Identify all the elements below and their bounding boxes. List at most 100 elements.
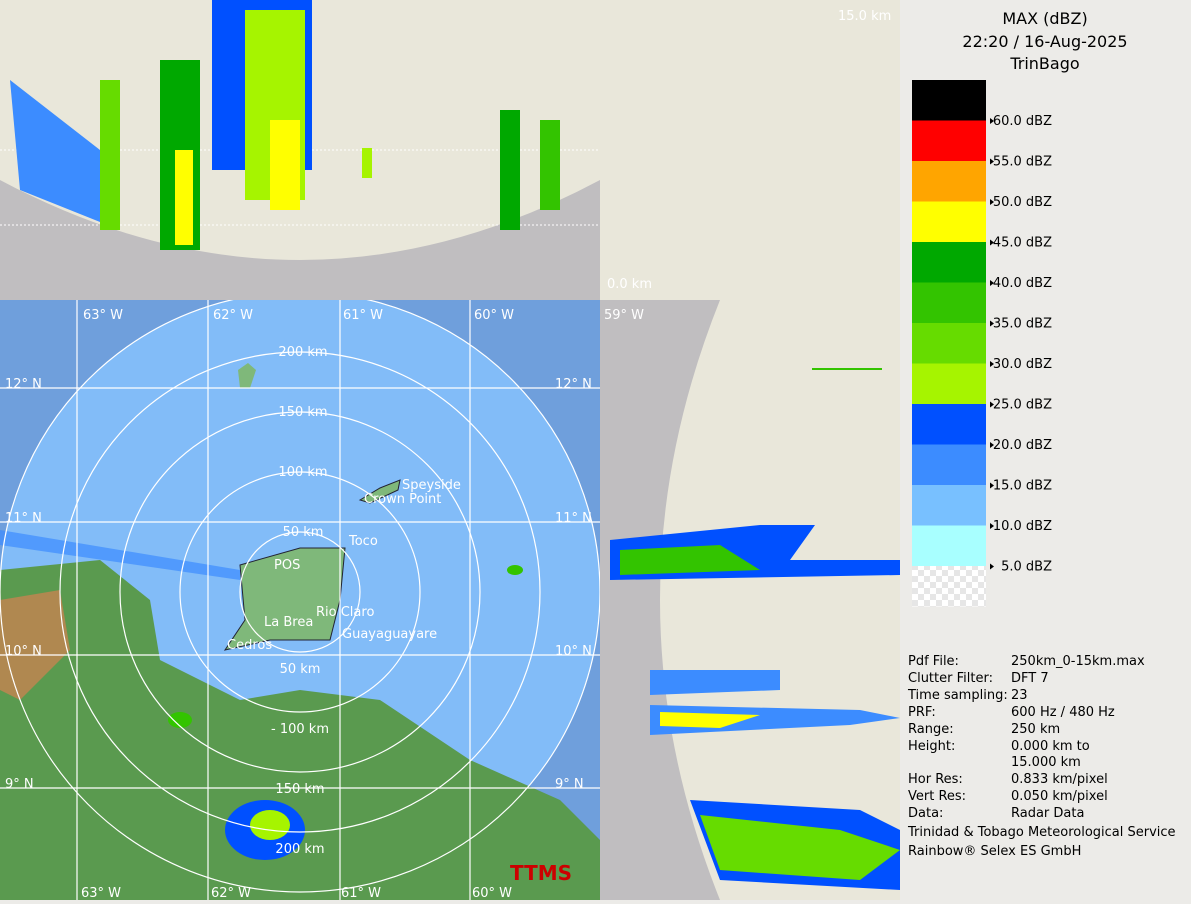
longitude-label: 61° W [341, 886, 381, 900]
latitude-label: 9° N [555, 777, 584, 792]
legend-tick [990, 118, 994, 124]
place-label: La Brea [264, 615, 313, 630]
info-value: Radar Data [1011, 806, 1084, 821]
legend-label: 40.0 dBZ [993, 276, 1052, 291]
legend-tick [990, 361, 994, 367]
legend-label: 15.0 dBZ [993, 479, 1052, 494]
longitude-label: 60° W [472, 886, 512, 900]
longitude-label: 62° W [211, 886, 251, 900]
legend-swatch [912, 120, 986, 161]
info-key: Data: [908, 806, 943, 821]
info-key: PRF: [908, 705, 936, 720]
place-label: POS [274, 558, 300, 573]
legend-swatch [912, 566, 986, 607]
legend-label: 50.0 dBZ [993, 195, 1052, 210]
side-profile [600, 300, 900, 900]
legend-tick [990, 563, 994, 570]
info-value: 250km_0-15km.max [1011, 654, 1145, 669]
latitude-label: 11° N [5, 511, 42, 526]
info-value: 250 km [1011, 722, 1060, 737]
legend-swatch [912, 201, 986, 242]
legend-label: 10.0 dBZ [993, 519, 1052, 534]
info-table: Pdf File: 250km_0-15km.max Clutter Filter:… [907, 654, 1176, 859]
place-label: Rio Claro [316, 605, 374, 620]
ring-label: 100 km [278, 465, 327, 480]
legend-swatch [912, 485, 986, 526]
info-value: 600 Hz / 480 Hz [1011, 705, 1115, 720]
legend-tick [990, 158, 994, 165]
longitude-label: 63° W [83, 308, 123, 323]
info-value: 0.833 km/pixel [1011, 772, 1108, 787]
longitude-label: 60° W [474, 308, 514, 323]
ring-label: 50 km [283, 525, 324, 540]
legend-swatch [912, 323, 986, 364]
legend-label: 35.0 dBZ [993, 317, 1052, 332]
legend-swatch [912, 444, 986, 485]
profile-top-label: 15.0 km [838, 9, 891, 24]
legend-swatch [912, 80, 986, 121]
legend-tick [990, 199, 994, 205]
legend-swatch [912, 404, 986, 445]
info-value: 0.000 km to [1011, 739, 1090, 754]
site: TrinBago [1009, 54, 1079, 73]
top-profile: 15.0 km 0.0 km [0, 0, 900, 300]
ring-label: 200 km [278, 345, 327, 360]
legend-tick [990, 482, 994, 489]
legend-tick [990, 523, 994, 529]
legend-label: 55.0 dBZ [993, 155, 1052, 170]
place-label: Speyside [402, 478, 461, 493]
info-key: Time sampling: [907, 688, 1008, 703]
latitude-label: 10° N [5, 644, 42, 659]
map-labels: 63° W 63° W 62° W 62° W 61° W 61° W 60° W 60° W… [5, 308, 644, 901]
info-key: Vert Res: [908, 789, 966, 804]
ring-label: 50 km [280, 662, 321, 677]
longitude-label: 61° W [343, 308, 383, 323]
place-label: Crown Point [364, 492, 441, 507]
longitude-label: 63° W [81, 886, 121, 900]
info-key: Height: [908, 739, 955, 754]
info-key: Hor Res: [908, 772, 963, 787]
latitude-label: 12° N [5, 377, 42, 392]
legend-swatch [912, 282, 986, 323]
legend-tick [990, 442, 994, 448]
legend-tick [990, 280, 994, 286]
longitude-label: 62° W [213, 308, 253, 323]
time: 22:20 / 16-Aug-2025 [962, 32, 1127, 51]
info-value: 15.000 km [1011, 755, 1081, 770]
ring-label: - 100 km [271, 722, 329, 737]
profile-bottom-label: 0.0 km [607, 277, 652, 292]
logo: TTMS [510, 861, 572, 885]
info-value: 23 [1011, 688, 1028, 703]
legend-tick [990, 320, 994, 327]
legend: 60.0 dBZ 55.0 dBZ 50.0 dBZ 45.0 dBZ 40.0 dBZ… [912, 80, 1052, 607]
info-key: Range: [908, 722, 954, 737]
latitude-label: 11° N [555, 511, 592, 526]
legend-swatch [912, 161, 986, 202]
legend-label: 5.0 dBZ [1001, 560, 1052, 575]
legend-swatch [912, 525, 986, 566]
latitude-label: 9° N [5, 777, 34, 792]
footer-line: Rainbow® Selex ES GmbH [908, 844, 1081, 859]
legend-swatch [912, 363, 986, 404]
footer-line: Trinidad & Tobago Meteorological Service [907, 825, 1176, 840]
legend-swatch [912, 242, 986, 283]
legend-label: 20.0 dBZ [993, 438, 1052, 453]
info-value: DFT 7 [1011, 671, 1049, 686]
place-label: Guayaguayare [342, 627, 437, 642]
title: MAX (dBZ) [1002, 9, 1087, 28]
legend-label: 45.0 dBZ [993, 236, 1052, 251]
legend-label: 60.0 dBZ [993, 114, 1052, 129]
latitude-label: 12° N [555, 377, 592, 392]
ring-label: 150 km [275, 782, 324, 797]
legend-label: 25.0 dBZ [993, 398, 1052, 413]
place-label: Cedros [227, 638, 272, 653]
info-value: 0.050 km/pixel [1011, 789, 1108, 804]
ring-label: 200 km [275, 842, 324, 857]
place-label: Toco [348, 534, 378, 549]
legend-tick [990, 239, 994, 246]
ring-label: 150 km [278, 405, 327, 420]
legend-tick [990, 401, 994, 408]
legend-label: 30.0 dBZ [993, 357, 1052, 372]
latitude-label: 10° N [555, 644, 592, 659]
